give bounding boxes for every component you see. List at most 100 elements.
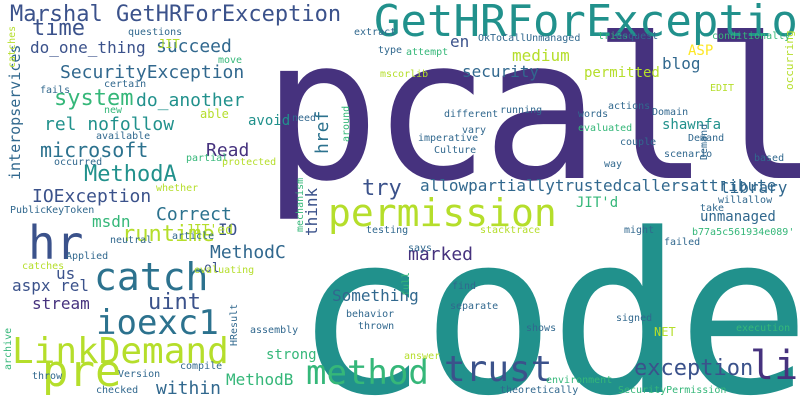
word-runtime: runtime <box>122 222 215 247</box>
word-unmanaged: unmanaged <box>700 209 776 225</box>
word-LinkDemand: LinkDemand <box>12 331 229 372</box>
word-scenario: scenario <box>664 149 713 160</box>
word-evaluating: evaluating <box>194 265 255 276</box>
word-library: library <box>720 178 788 197</box>
word-catches-left: catches <box>7 25 18 68</box>
word-IOException: IOException <box>32 186 152 207</box>
word-article: article <box>172 231 215 242</box>
word-msdn: msdn <box>92 212 131 231</box>
word-says: says <box>408 243 433 254</box>
word-move: move <box>218 55 243 66</box>
word-running: running <box>500 105 543 116</box>
word-available: available <box>96 131 151 142</box>
word-mscorlib: mscorlib <box>380 69 429 80</box>
word-couple: couple <box>620 137 657 148</box>
word-might: might <box>624 225 655 236</box>
word-trust: trust <box>444 349 553 390</box>
word-attempt: attempt <box>406 47 449 58</box>
word-SecurityException: SecurityException <box>60 62 245 83</box>
word-archive: archive <box>3 327 14 370</box>
word-Applied: Applied <box>66 251 109 262</box>
word-take: take <box>700 203 725 214</box>
word-questions: questions <box>128 27 183 38</box>
word-based: based <box>754 153 785 164</box>
word-way: way <box>604 159 623 170</box>
word-Culture: Culture <box>434 145 477 156</box>
word-within: within <box>156 378 222 399</box>
word-MethodA: MethodA <box>84 162 177 187</box>
word-whether: whether <box>156 183 199 194</box>
word-new: new <box>104 105 123 116</box>
word-occurred: occurred <box>54 157 103 168</box>
word-allowpartiallytrustedcallers: allowpartiallytrustedcallersattribute <box>420 176 777 195</box>
word-type: type <box>378 45 403 56</box>
word-throw: throw <box>32 371 63 382</box>
word-find: find <box>452 281 477 292</box>
word-conditionally: conditionally <box>712 31 791 42</box>
word-Domain: Domain <box>652 107 689 118</box>
word-avoid: avoid <box>248 113 291 129</box>
word-permitted: permitted <box>584 65 660 81</box>
word-time: time <box>32 16 85 41</box>
word-full: full <box>401 271 412 296</box>
word-Version: Version <box>118 369 161 380</box>
word-succeed: succeed <box>156 36 232 57</box>
word-answer: answer <box>404 351 441 362</box>
word-blog: blog <box>662 54 701 73</box>
word-do_one_thing: do_one_thing <box>30 38 146 57</box>
word-security: security <box>462 62 540 81</box>
word-stream: stream <box>32 294 90 313</box>
word-extract: extract <box>354 27 397 38</box>
word-think: think <box>302 187 321 236</box>
word-fails: fails <box>40 85 71 96</box>
word-JIT-ed: JIT'ed <box>186 223 233 238</box>
word-mechanism: mechanism <box>295 177 306 232</box>
word-pcall: pcall <box>262 0 800 225</box>
word-PublicKeyToken: PublicKeyToken <box>10 205 95 216</box>
word-JIT-d: JIT'd <box>576 195 619 211</box>
word-do_another: do_another <box>136 90 245 111</box>
word-code: code <box>294 187 800 400</box>
word-certain: certain <box>104 79 147 90</box>
word-aspx-rel: aspx rel <box>12 276 90 295</box>
word-li: li <box>750 343 799 389</box>
word-signed: signed <box>616 313 653 324</box>
word-checked: checked <box>96 385 139 396</box>
word-Something: Something <box>332 286 419 305</box>
word-separate: separate <box>450 301 499 312</box>
word-ASP: ASP <box>688 43 714 59</box>
word-b77a5c561934e089: b77a5c561934e089' <box>692 227 795 238</box>
word-NET: NET <box>654 325 676 339</box>
word-tries: tries <box>598 31 629 42</box>
word-Demand: Demand <box>688 133 725 144</box>
word-IO: IO <box>218 220 238 239</box>
word-Read: Read <box>206 140 250 161</box>
word-shawnfa: shawnfa <box>662 117 722 133</box>
word-neutral: neutral <box>110 235 153 246</box>
word-href: href <box>312 110 333 154</box>
word-MethodB: MethodB <box>226 370 294 389</box>
word-shows: shows <box>526 323 557 334</box>
word-rel-nofollow: rel nofollow <box>44 114 175 135</box>
word-testing: testing <box>366 225 409 236</box>
word-around: around <box>341 105 352 142</box>
word-compile: compile <box>180 361 223 372</box>
word-imperative: imperative <box>418 133 479 144</box>
word-medium: medium <box>512 46 570 65</box>
word-catches: catches <box>22 261 65 272</box>
word-able: able <box>200 107 229 121</box>
word-strong: strong <box>266 347 317 363</box>
word-actions: actions <box>608 101 651 112</box>
word-en: en <box>450 32 470 51</box>
word-need: need <box>292 113 317 124</box>
word-HResult: HResult <box>229 303 240 346</box>
word-Request: Request <box>616 31 659 42</box>
word-microsoft: microsoft <box>40 138 149 162</box>
word-ol: ol <box>204 261 220 276</box>
word-failed: failed <box>664 237 701 248</box>
word-exception: exception <box>634 356 754 381</box>
word-environment: environment <box>546 375 613 386</box>
word-execution: execution <box>736 323 791 334</box>
word-us: us <box>56 264 76 283</box>
word-system: system <box>54 86 134 111</box>
